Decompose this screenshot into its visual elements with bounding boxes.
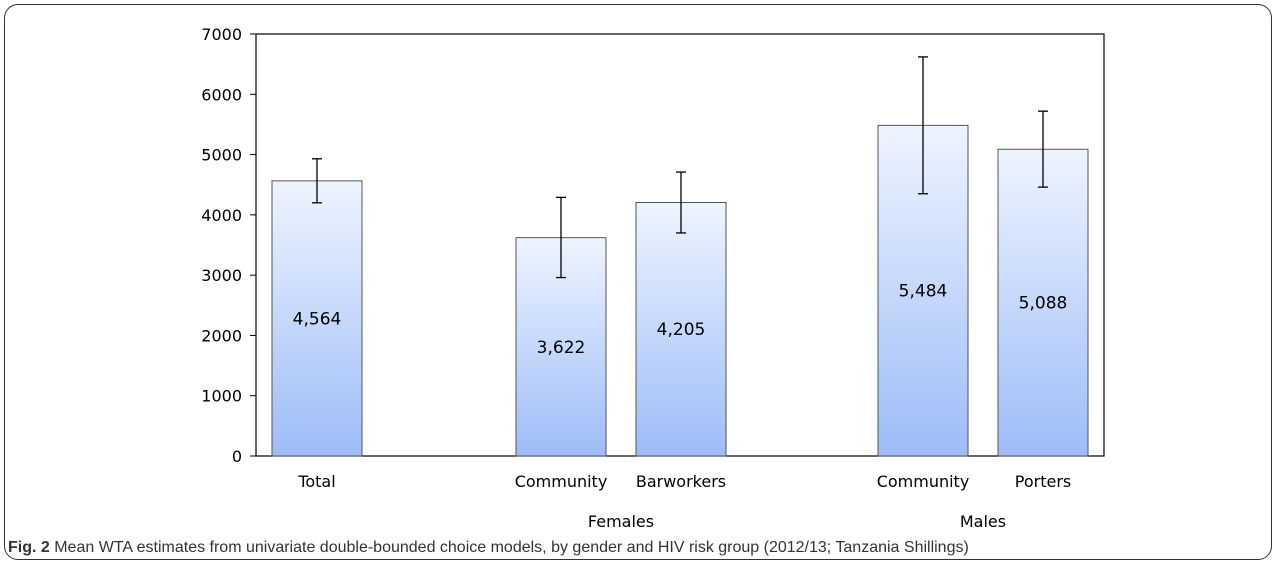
- figure-caption: Fig. 2 Mean WTA estimates from univariat…: [8, 539, 969, 557]
- x-tick-label: Community: [877, 472, 970, 491]
- x-tick-label: Community: [515, 472, 608, 491]
- data-label: 4,205: [657, 320, 706, 340]
- bar: [271, 180, 363, 457]
- figure-label: Fig. 2: [8, 539, 50, 556]
- bar: [997, 148, 1089, 457]
- data-label: 3,622: [537, 338, 586, 358]
- y-tick-label: 0: [232, 447, 242, 466]
- y-tick-label: 1000: [201, 387, 242, 406]
- group-label: Males: [960, 512, 1006, 531]
- y-tick-label: 5000: [201, 146, 242, 165]
- data-label: 5,088: [1019, 294, 1068, 314]
- data-label: 5,484: [899, 282, 948, 302]
- data-label: 4,564: [293, 309, 342, 329]
- x-tick-label: Porters: [1015, 472, 1071, 491]
- y-tick-label: 2000: [201, 326, 242, 345]
- plot-area: 0 1000 2000 3000 4000 5000 6000 7000 4,564 Total 3…: [201, 25, 1105, 531]
- group-label: Females: [588, 512, 654, 531]
- x-tick-label: Total: [297, 472, 335, 491]
- y-tick-label: 4000: [201, 206, 242, 225]
- y-tick-label: 7000: [201, 25, 242, 44]
- y-tick-label: 6000: [201, 85, 242, 104]
- y-tick-label: 3000: [201, 266, 242, 285]
- bar: [635, 201, 727, 457]
- caption-text: Mean WTA estimates from univariate doubl…: [49, 539, 969, 556]
- x-tick-label: Barworkers: [636, 472, 726, 491]
- figure-frame: [4, 4, 1272, 560]
